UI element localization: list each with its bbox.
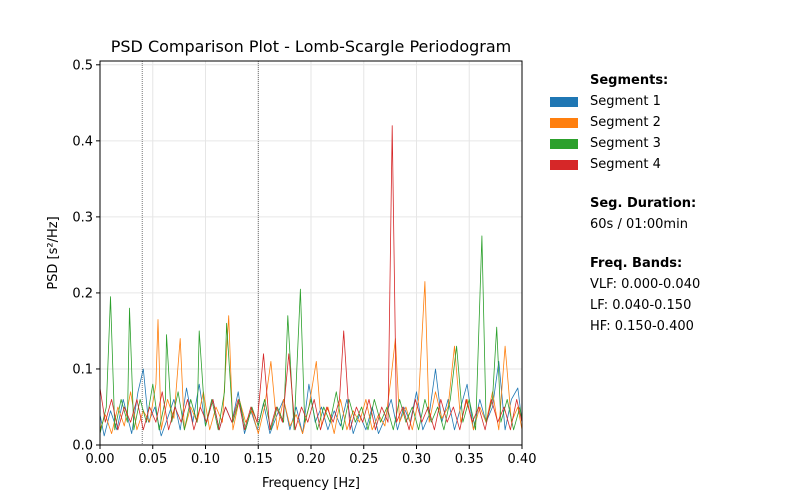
legend-swatch-1	[550, 97, 578, 107]
series-group	[99, 125, 523, 437]
legend-swatch-3	[550, 139, 578, 149]
chart-title: PSD Comparison Plot - Lomb-Scargle Perio…	[111, 37, 512, 56]
x-tick-label: 0.40	[508, 452, 537, 467]
y-tick-label: 0.5	[72, 58, 93, 73]
legend-band-hf: HF: 0.150-0.400	[590, 319, 694, 334]
legend: Segments: Segment 1 Segment 2 Segment 3 …	[550, 70, 790, 337]
legend-item-segment-4: Segment 4	[550, 154, 790, 175]
legend-band-vlf: VLF: 0.000-0.040	[590, 277, 701, 292]
band-boundaries	[141, 61, 259, 445]
legend-label-2: Segment 2	[590, 115, 661, 130]
x-axis-label: Frequency [Hz]	[262, 476, 360, 491]
series-line-segment-3	[99, 235, 523, 434]
x-tick-label: 0.25	[349, 452, 378, 467]
x-tick-label: 0.00	[86, 452, 115, 467]
y-tick-label: 0.3	[72, 210, 93, 225]
y-tick-label: 0.0	[72, 439, 93, 454]
x-tick-label: 0.20	[297, 452, 326, 467]
x-tick-label: 0.30	[402, 452, 431, 467]
x-tick-label: 0.05	[138, 452, 167, 467]
legend-label-4: Segment 4	[590, 157, 661, 172]
x-tick-label: 0.15	[244, 452, 273, 467]
y-tick-label: 0.1	[72, 362, 93, 377]
x-tick-label: 0.10	[191, 452, 220, 467]
legend-duration-value: 60s / 01:00min	[590, 217, 688, 232]
y-tick-label: 0.4	[72, 134, 93, 149]
y-axis-label: PSD [s²/Hz]	[46, 216, 61, 289]
series-line-segment-4	[99, 125, 523, 431]
grid-lines	[99, 61, 523, 446]
legend-label-3: Segment 3	[590, 136, 661, 151]
legend-item-segment-2: Segment 2	[550, 112, 790, 133]
x-axis-ticks: 0.00 0.05 0.10 0.15 0.20 0.25 0.30 0.35 0.40	[86, 445, 537, 467]
legend-duration-title: Seg. Duration:	[590, 196, 697, 211]
x-tick-label: 0.35	[455, 452, 484, 467]
legend-band-lf: LF: 0.040-0.150	[590, 298, 692, 313]
y-tick-label: 0.2	[72, 286, 93, 301]
legend-swatch-2	[550, 118, 578, 128]
legend-item-segment-1: Segment 1	[550, 91, 790, 112]
legend-segments-title: Segments:	[590, 73, 669, 88]
legend-swatch-4	[550, 160, 578, 170]
legend-item-segment-3: Segment 3	[550, 133, 790, 154]
y-axis-ticks: 0.0 0.1 0.2 0.3 0.4 0.5	[72, 58, 100, 454]
legend-bands-title: Freq. Bands:	[590, 256, 683, 271]
legend-label-1: Segment 1	[590, 94, 661, 109]
